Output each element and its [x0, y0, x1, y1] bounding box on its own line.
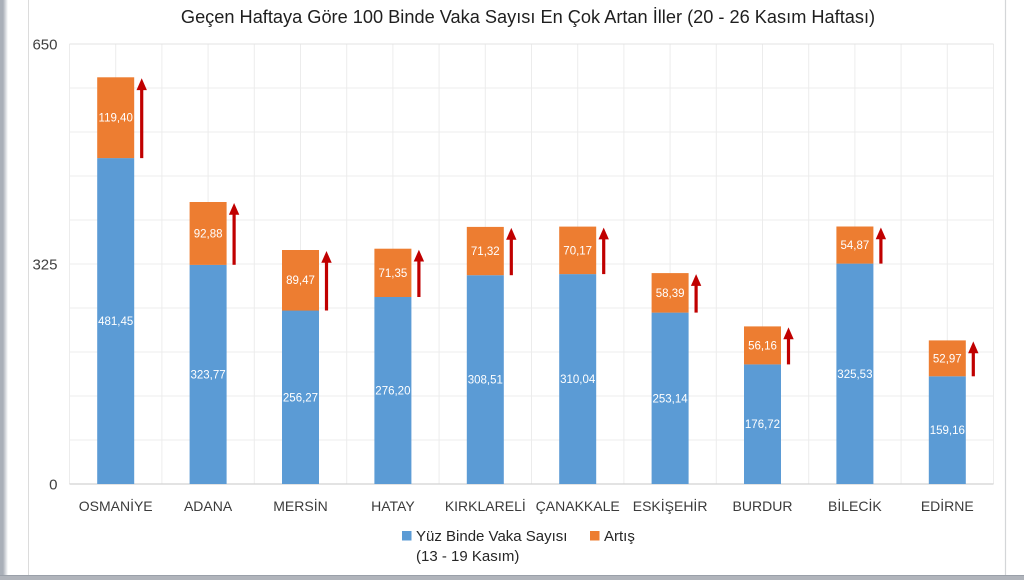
svg-text:325: 325 — [32, 257, 57, 274]
svg-text:71,35: 71,35 — [379, 268, 408, 280]
svg-text:KIRKLARELİ: KIRKLARELİ — [445, 497, 526, 514]
svg-text:92,88: 92,88 — [194, 228, 223, 240]
svg-text:253,14: 253,14 — [653, 393, 689, 405]
svg-text:256,27: 256,27 — [283, 392, 318, 404]
svg-text:58,39: 58,39 — [656, 288, 685, 300]
svg-text:EDİRNE: EDİRNE — [921, 497, 974, 514]
svg-text:176,72: 176,72 — [745, 419, 780, 431]
svg-text:650: 650 — [32, 37, 57, 54]
svg-text:56,16: 56,16 — [748, 340, 777, 352]
svg-text:310,04: 310,04 — [560, 374, 596, 386]
svg-text:Geçen Haftaya Göre 100 Binde V: Geçen Haftaya Göre 100 Binde Vaka Sayısı… — [181, 7, 875, 27]
svg-text:MERSİN: MERSİN — [273, 497, 327, 514]
svg-text:70,17: 70,17 — [563, 245, 592, 257]
svg-text:(13 - 19 Kasım): (13 - 19 Kasım) — [416, 548, 519, 565]
svg-text:89,47: 89,47 — [286, 275, 315, 287]
svg-text:71,32: 71,32 — [471, 246, 500, 258]
svg-text:BİLECİK: BİLECİK — [828, 497, 882, 514]
svg-text:323,77: 323,77 — [191, 369, 226, 381]
svg-text:159,16: 159,16 — [930, 425, 965, 437]
svg-text:ADANA: ADANA — [184, 498, 233, 514]
svg-text:ÇANAKKALE: ÇANAKKALE — [536, 498, 620, 514]
svg-text:ESKİŞEHİR: ESKİŞEHİR — [633, 497, 708, 514]
svg-text:276,20: 276,20 — [375, 386, 410, 398]
svg-text:308,51: 308,51 — [468, 375, 503, 387]
svg-text:52,97: 52,97 — [933, 353, 962, 365]
svg-text:HATAY: HATAY — [371, 498, 415, 514]
svg-text:481,45: 481,45 — [98, 316, 133, 328]
svg-text:0: 0 — [49, 477, 57, 494]
svg-text:Yüz Binde Vaka Sayısı: Yüz Binde Vaka Sayısı — [416, 528, 567, 545]
svg-text:Artış: Artış — [604, 528, 635, 545]
svg-text:325,53: 325,53 — [837, 369, 872, 381]
svg-text:54,87: 54,87 — [841, 240, 870, 252]
svg-text:BURDUR: BURDUR — [733, 498, 793, 514]
svg-text:119,40: 119,40 — [99, 113, 133, 125]
svg-text:OSMANİYE: OSMANİYE — [79, 497, 153, 514]
